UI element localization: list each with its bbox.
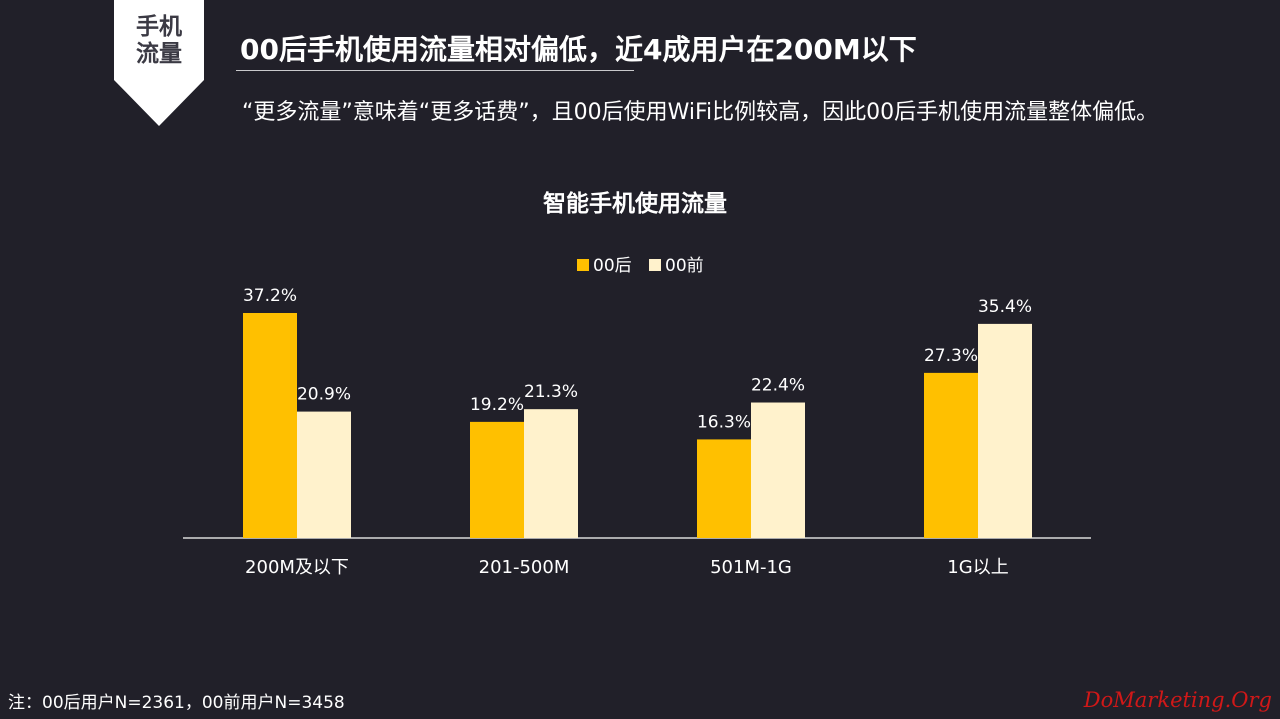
category-label: 201-500M bbox=[479, 557, 570, 578]
category-label: 200M及以下 bbox=[245, 557, 349, 578]
data-label: 19.2% bbox=[470, 395, 524, 415]
footnote: 注：00后用户N=2361，00前用户N=3458 bbox=[8, 693, 345, 713]
bar-post00-2 bbox=[697, 439, 751, 538]
chart-title: 智能手机使用流量 bbox=[543, 191, 727, 217]
bar-pre00-0 bbox=[297, 411, 351, 538]
data-label: 16.3% bbox=[697, 412, 751, 432]
bar-post00-3 bbox=[924, 372, 978, 538]
slide-subtitle: “更多流量”意味着“更多话费”，且00后使用WiFi比例较高，因此00后手机使用… bbox=[242, 100, 1159, 125]
title-underline bbox=[236, 70, 634, 71]
data-label: 22.4% bbox=[751, 376, 805, 396]
legend-label-0: 00后 bbox=[593, 256, 632, 276]
category-label: 501M-1G bbox=[710, 557, 792, 578]
watermark: DoMarketing.Org bbox=[1083, 688, 1272, 712]
data-label: 20.9% bbox=[297, 385, 351, 405]
legend-swatch-1 bbox=[649, 259, 661, 271]
legend-swatch-0 bbox=[577, 259, 589, 271]
data-label: 37.2% bbox=[243, 286, 297, 306]
category-label: 1G以上 bbox=[947, 557, 1008, 578]
bar-pre00-1 bbox=[524, 409, 578, 538]
slide-title: 00后手机使用流量相对偏低，近4成用户在200M以下 bbox=[240, 33, 917, 66]
bar-post00-1 bbox=[470, 421, 524, 538]
bar-pre00-2 bbox=[751, 402, 805, 538]
data-label: 27.3% bbox=[924, 346, 978, 366]
badge-line-2: 流量 bbox=[136, 41, 182, 67]
badge-line-1: 手机 bbox=[136, 14, 182, 40]
badge-label: 手机 流量 bbox=[114, 14, 204, 68]
data-label: 21.3% bbox=[524, 382, 578, 402]
data-label: 35.4% bbox=[978, 297, 1032, 317]
badge-shape bbox=[114, 0, 204, 126]
bar-post00-0 bbox=[243, 313, 297, 538]
section-badge: 手机 流量 bbox=[114, 0, 204, 126]
bar-pre00-3 bbox=[978, 323, 1032, 538]
legend-label-1: 00前 bbox=[665, 256, 704, 276]
